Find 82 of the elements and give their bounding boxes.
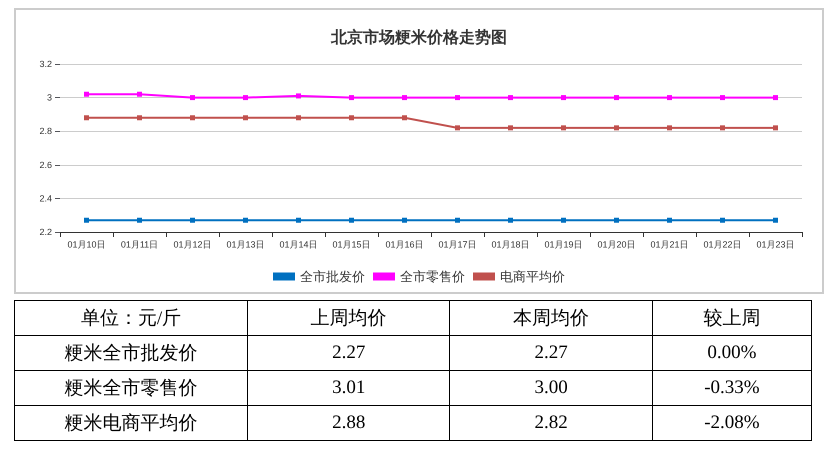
y-tick-label: 2.2 xyxy=(39,227,52,237)
text: 2.88 xyxy=(332,412,366,433)
point xyxy=(720,218,725,223)
text: 3.01 xyxy=(332,377,366,398)
point xyxy=(296,93,301,98)
chart-title: 北京市场粳米价格走势图 xyxy=(330,28,507,46)
x-tick-label: 01月12日 xyxy=(173,240,212,250)
point xyxy=(84,115,89,120)
point xyxy=(190,218,195,223)
point xyxy=(614,95,619,100)
x-tick-label: 01月23日 xyxy=(756,240,795,250)
text: 2.82 xyxy=(534,412,568,433)
point xyxy=(773,95,778,100)
y-tick-label: 3.2 xyxy=(39,59,52,69)
point xyxy=(137,92,142,97)
text: 2.27 xyxy=(534,342,568,363)
point xyxy=(190,95,195,100)
text: -2.08% xyxy=(704,412,760,433)
x-tick-label: 01月10日 xyxy=(67,240,106,250)
point xyxy=(508,95,513,100)
point xyxy=(349,95,354,100)
y-tick-label: 2.4 xyxy=(39,193,52,204)
point xyxy=(508,125,513,130)
x-tick-label: 01月19日 xyxy=(544,240,583,250)
point xyxy=(455,125,460,130)
point xyxy=(508,218,513,223)
text: 3.00 xyxy=(534,377,568,398)
category-label: 本周均价 xyxy=(450,300,652,336)
text: 2.27 xyxy=(332,342,366,363)
point xyxy=(349,115,354,120)
point xyxy=(296,218,301,223)
point xyxy=(402,115,407,120)
point xyxy=(667,218,672,223)
category-label: 上周均价 xyxy=(248,300,450,336)
x-tick-label: 01月11日 xyxy=(120,240,158,250)
point xyxy=(402,218,407,223)
category-label: 粳米全市批发价 xyxy=(64,343,198,364)
point xyxy=(455,218,460,223)
point xyxy=(349,218,354,223)
point xyxy=(561,125,566,130)
category-label: 粳米电商平均价 xyxy=(64,413,198,434)
point xyxy=(667,95,672,100)
point xyxy=(667,125,672,130)
point xyxy=(720,95,725,100)
text: -0.33% xyxy=(704,377,760,398)
point xyxy=(720,125,725,130)
point xyxy=(614,125,619,130)
x-tick-label: 01月22日 xyxy=(703,240,742,250)
legend-label: 全市零售价 xyxy=(400,269,465,284)
x-tick-label: 01月14日 xyxy=(279,240,318,250)
point xyxy=(296,115,301,120)
point xyxy=(455,95,460,100)
point xyxy=(561,218,566,223)
y-tick-label: 2.6 xyxy=(39,160,52,170)
x-tick-label: 01月16日 xyxy=(385,240,424,250)
y-tick-label: 2.8 xyxy=(39,126,52,136)
point xyxy=(243,115,248,120)
legend-label: 电商平均价 xyxy=(500,269,565,284)
point xyxy=(773,125,778,130)
category-label: 较上周 xyxy=(652,300,812,336)
point xyxy=(84,218,89,223)
point xyxy=(402,95,407,100)
point xyxy=(614,218,619,223)
point xyxy=(773,218,778,223)
x-tick-label: 01月13日 xyxy=(226,240,265,250)
point xyxy=(243,218,248,223)
point xyxy=(137,218,142,223)
x-tick-label: 01月15日 xyxy=(332,240,371,250)
y-tick-label: 3 xyxy=(46,92,52,103)
legend-label: 全市批发价 xyxy=(300,269,365,284)
x-tick-label: 01月20日 xyxy=(597,240,636,250)
x-tick-label: 01月18日 xyxy=(491,240,530,250)
point xyxy=(84,92,89,97)
x-tick-label: 01月17日 xyxy=(438,240,477,250)
point xyxy=(243,95,248,100)
category-label: 单位：元/斤 xyxy=(14,300,248,336)
point xyxy=(137,115,142,120)
category-label: 粳米全市零售价 xyxy=(64,378,198,399)
point xyxy=(561,95,566,100)
text: 0.00% xyxy=(707,342,756,363)
point xyxy=(190,115,195,120)
x-tick-label: 01月21日 xyxy=(650,240,689,250)
